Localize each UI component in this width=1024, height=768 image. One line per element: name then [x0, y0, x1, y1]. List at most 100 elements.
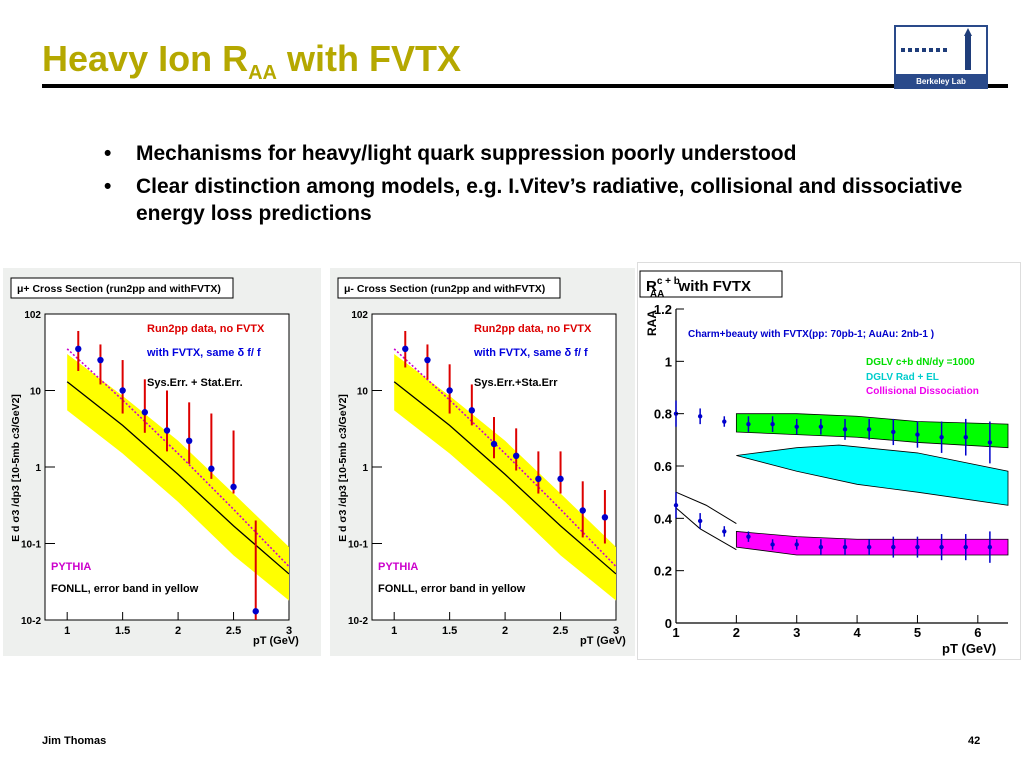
- x-tick-label: 1.5: [115, 625, 130, 637]
- y-tick-label: 10-1: [21, 540, 41, 551]
- x-tick-label: 1: [672, 625, 679, 640]
- data-point: [842, 427, 848, 432]
- y-axis-label: E d σ3 /dp3 [10-5mb c3/GeV2]: [10, 394, 22, 542]
- legend-entry: Run2pp data, no FVTX: [474, 323, 592, 335]
- bullet-marker: •: [104, 142, 112, 165]
- data-point: [75, 345, 82, 353]
- data-point: [987, 440, 993, 445]
- bullet-text: Clear distinction among models, e.g. I.V…: [136, 175, 963, 225]
- bullet-item: • Mechanisms for heavy/light quark suppr…: [104, 140, 984, 167]
- annotation-fonll: FONLL, error band in yellow: [51, 583, 199, 595]
- bullet-item: • Clear distinction among models, e.g. I…: [104, 173, 984, 227]
- fonll-central-curve: [66, 381, 290, 575]
- mu-minus-cross-section-chart: μ- Cross Section (run2pp and withFVTX) 1 1…: [337, 277, 626, 647]
- bullet-marker: •: [104, 175, 112, 198]
- y-axis-label: RAA: [645, 310, 659, 336]
- title-main: Heavy Ion R: [42, 38, 249, 79]
- data-point: [230, 483, 237, 491]
- data-point: [866, 544, 872, 550]
- x-tick-label: 2.5: [553, 625, 568, 637]
- model-curve-lower: [675, 507, 737, 551]
- y-tick-label: 1: [362, 463, 368, 474]
- data-point: [402, 345, 409, 353]
- y-tick-label: 0.8: [654, 407, 672, 422]
- x-tick-label: 3: [286, 625, 292, 637]
- y-tick-label: 10: [357, 387, 369, 398]
- data-point: [535, 475, 542, 483]
- chart-title-box: [639, 270, 783, 298]
- annotation-pythia: PYTHIA: [51, 561, 91, 573]
- x-tick-label: 1.5: [442, 625, 457, 637]
- y-tick-label: 1: [35, 463, 41, 474]
- x-axis-label: pT (GeV): [580, 635, 626, 647]
- data-point: [915, 544, 920, 550]
- fonll-error-band: [394, 354, 616, 601]
- title-rest: with FVTX: [276, 38, 461, 79]
- data-point: [866, 427, 872, 432]
- data-point: [579, 507, 586, 514]
- collisional-dissociation-band: [735, 530, 1009, 556]
- x-tick-label: 5: [914, 625, 921, 640]
- model-curve-upper: [675, 491, 737, 524]
- data-point: [185, 437, 193, 445]
- y-tick-label: 0.4: [654, 511, 673, 526]
- data-point: [963, 544, 968, 550]
- x-tick-label: 2: [175, 625, 181, 637]
- y-tick-label: 0: [665, 616, 672, 631]
- data-point: [557, 475, 564, 483]
- data-point: [490, 440, 498, 448]
- chart-title: Rc + b AA with FVTX: [646, 276, 751, 300]
- y-tick-label: 102: [24, 310, 41, 321]
- data-point: [939, 544, 944, 550]
- data-point: [746, 421, 751, 427]
- mu-plus-cross-section-chart: μ+ Cross Section (run2pp and withFVTX) 1 1…: [10, 277, 299, 647]
- y-tick-label: 10-1: [348, 540, 368, 551]
- data-point: [794, 424, 799, 429]
- data-point: [746, 534, 751, 539]
- data-point: [842, 544, 848, 550]
- dglv-rad-el-band: [736, 444, 1009, 506]
- data-point: [818, 544, 824, 550]
- plot-panel-mu-plus: μ+ Cross Section (run2pp and withFVTX) 1 1…: [3, 268, 321, 656]
- x-tick-label: 1: [64, 625, 70, 637]
- x-tick-label: 3: [613, 625, 619, 637]
- plot-panel-raa: Rc + b AA with FVTX 1 2 3 4 5 6 0 0.2 0.4 0.6 0.8 1 1.…: [637, 262, 1021, 660]
- chart-title-box: [337, 277, 561, 299]
- data-point: [208, 465, 215, 472]
- annotation-pythia: PYTHIA: [378, 561, 418, 573]
- plot-panel-mu-minus: μ- Cross Section (run2pp and withFVTX) 1 1…: [330, 268, 635, 656]
- y-tick-label: 10-2: [21, 616, 41, 627]
- data-point: [601, 514, 609, 521]
- x-tick-label: 3: [793, 625, 800, 640]
- data-point: [446, 387, 453, 394]
- y-tick-label: 0.2: [654, 564, 672, 579]
- chart-title-box: [10, 277, 234, 299]
- data-point: [424, 356, 431, 364]
- y-axis-label: E d σ3 /dp3 [10-5mb c3/GeV2]: [337, 394, 349, 542]
- data-point: [915, 432, 920, 437]
- pythia-curve: [66, 348, 290, 568]
- legend-entry: Collisional Dissociation: [866, 386, 979, 397]
- chart-title: μ- Cross Section (run2pp and withFVTX): [344, 283, 545, 295]
- data-point: [512, 452, 520, 460]
- legend-entry: Sys.Err.+Sta.Err: [474, 377, 558, 389]
- data-point: [770, 421, 775, 427]
- x-tick-label: 2: [502, 625, 508, 637]
- data-point: [987, 544, 993, 550]
- x-axis-label: pT (GeV): [942, 641, 996, 656]
- legend-entry: DGLV c+b dN/dy =1000: [866, 357, 975, 368]
- legend-entry: with FVTX, same δ f/ f: [473, 347, 588, 359]
- data-point: [697, 414, 703, 419]
- legend-entry: Run2pp data, no FVTX: [147, 323, 265, 335]
- data-point: [794, 542, 799, 547]
- legend-entry: Sys.Err. + Stat.Err.: [147, 377, 243, 389]
- data-point: [252, 608, 259, 615]
- title-underline: [42, 84, 1008, 88]
- legend-entry: DGLV Rad + EL: [866, 372, 939, 383]
- berkeley-lab-logo: Berkeley Lab: [894, 25, 988, 89]
- data-point: [163, 427, 171, 434]
- y-tick-label: 1: [665, 354, 672, 369]
- title-subscript: AA: [248, 62, 277, 85]
- data-point: [770, 542, 775, 547]
- data-point: [697, 518, 703, 524]
